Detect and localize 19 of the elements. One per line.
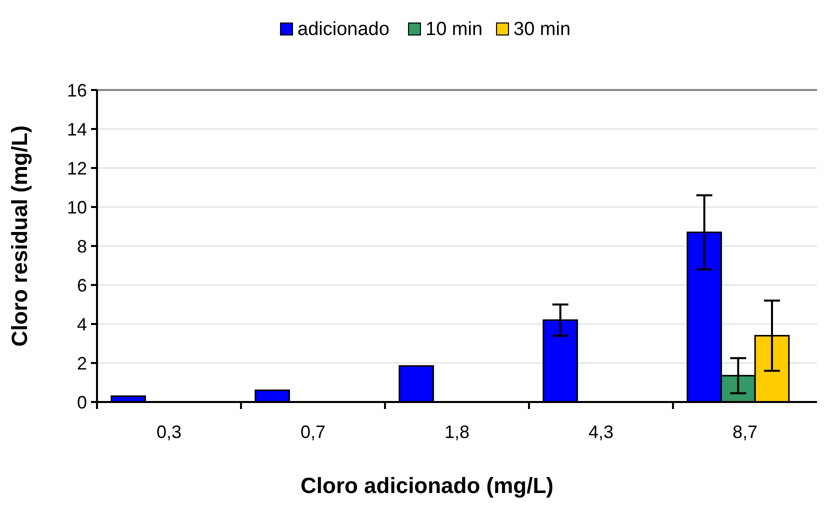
- legend-label: 30 min: [514, 19, 571, 40]
- x-tick-label: 0,7: [300, 422, 326, 442]
- y-tick-label: 8: [76, 236, 87, 256]
- y-tick-label: 12: [66, 158, 87, 178]
- y-tick-label: 4: [76, 314, 87, 334]
- y-tick-label: 10: [66, 197, 87, 218]
- y-tick-label: 14: [66, 119, 87, 140]
- y-tick-label: 6: [76, 275, 87, 296]
- x-tick-label: 8,7: [732, 422, 758, 442]
- x-tick-label: 4,3: [588, 422, 614, 442]
- x-tick-label: 0,3: [156, 422, 182, 442]
- x-axis-title: Cloro adicionado (mg/L): [300, 473, 554, 498]
- y-tick-label: 0: [76, 392, 87, 412]
- y-axis-title: Cloro residual (mg/L): [7, 125, 32, 347]
- y-tick-label: 2: [76, 353, 87, 374]
- legend-label: 10 min: [426, 19, 483, 40]
- x-tick-label: 1,8: [444, 422, 470, 442]
- legend-label: adicionado: [298, 19, 390, 40]
- y-tick-label: 16: [66, 80, 87, 100]
